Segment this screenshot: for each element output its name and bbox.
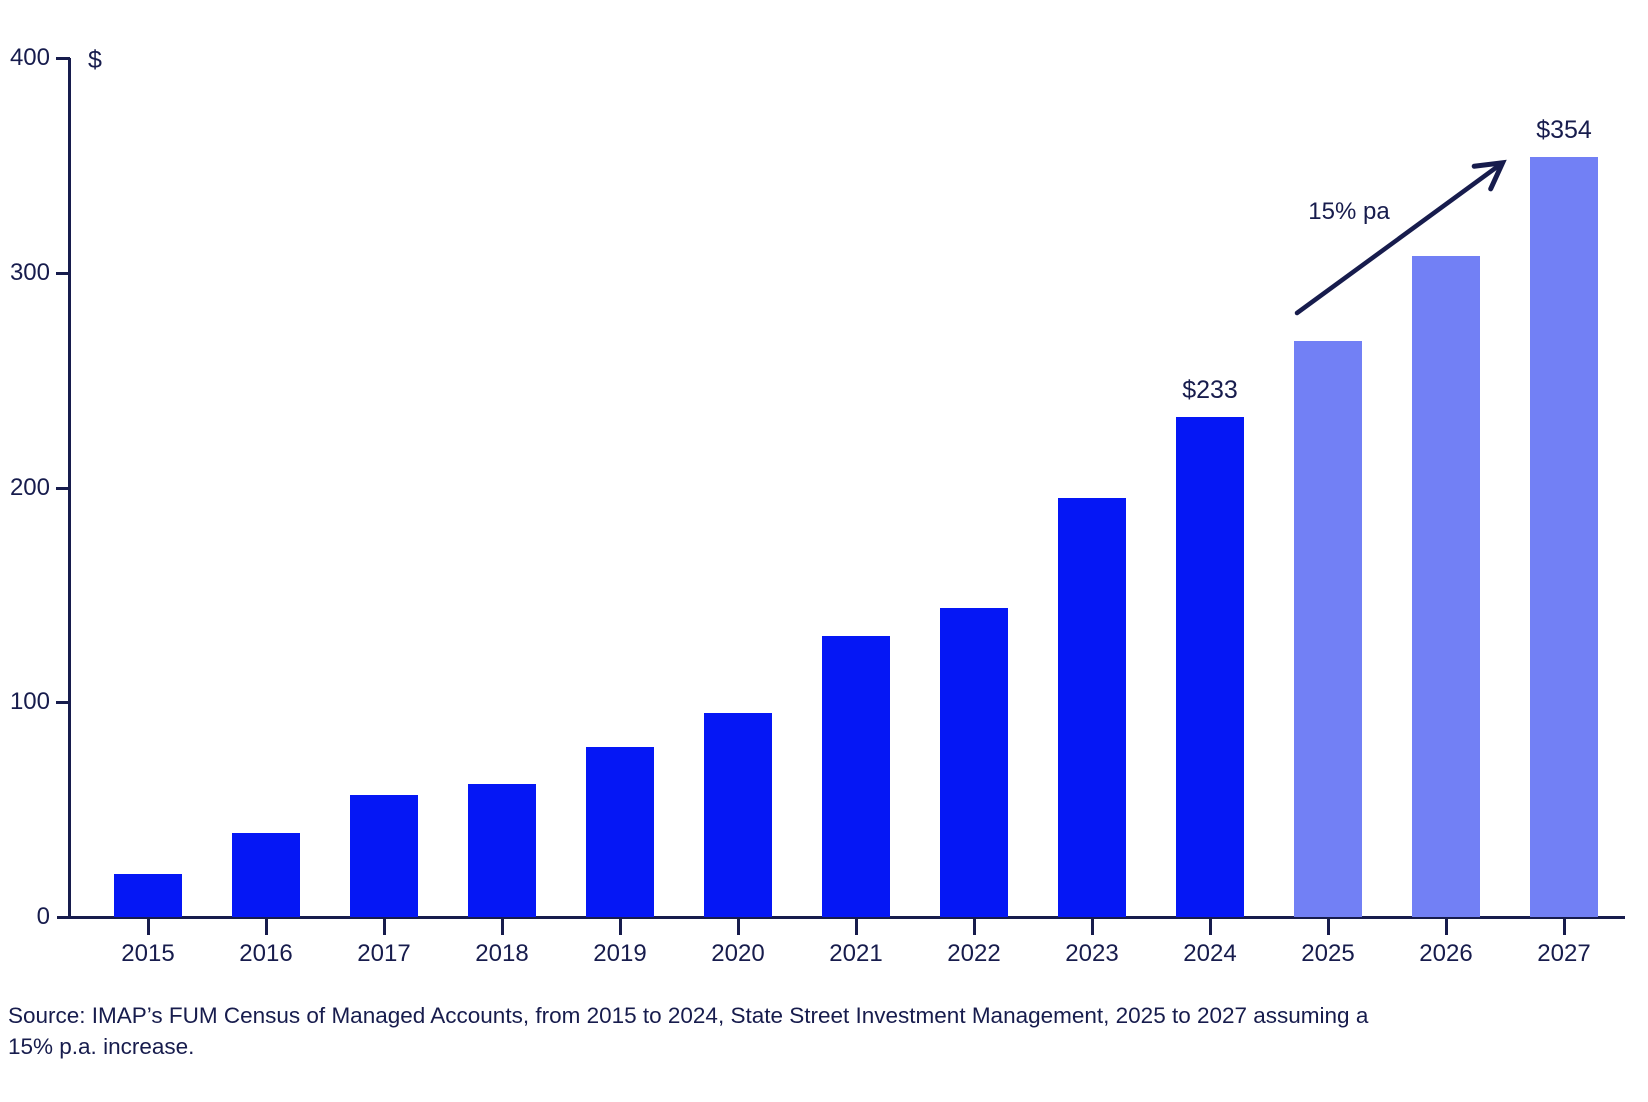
x-tick-2018: [500, 918, 504, 935]
x-tick-2024: [1208, 918, 1212, 935]
x-tick-label-2027: 2027: [1537, 940, 1591, 967]
bar-2024: [1176, 416, 1244, 917]
source-note-line2: 15% p.a. increase.: [8, 1034, 195, 1059]
growth-rate-annotation: 15% pa: [1308, 198, 1390, 225]
x-tick-label-2020: 2020: [711, 940, 765, 967]
bar-2020: [704, 712, 772, 917]
x-tick-label-2021: 2021: [829, 940, 883, 967]
x-tick-label-2019: 2019: [593, 940, 647, 967]
bar-2022: [940, 607, 1008, 917]
x-tick-2016: [264, 918, 268, 935]
x-tick-label-2026: 2026: [1419, 940, 1473, 967]
source-note-line1: Source: IMAP’s FUM Census of Managed Acc…: [8, 1003, 1369, 1028]
x-tick-2019: [618, 918, 622, 935]
x-tick-2027: [1562, 918, 1566, 935]
bar-2015: [114, 874, 182, 917]
value-label-2027: $354: [1536, 115, 1592, 144]
x-tick-2023: [1090, 918, 1094, 935]
bar-2023: [1058, 498, 1126, 917]
x-tick-label-2015: 2015: [121, 940, 175, 967]
x-tick-2022: [972, 918, 976, 935]
y-tick-label-0: 0: [36, 903, 50, 930]
y-tick-label-300: 300: [9, 258, 50, 286]
y-tick-label-200: 200: [9, 473, 50, 501]
x-tick-label-2025: 2025: [1301, 940, 1355, 967]
x-axis-line: [57, 916, 1625, 919]
bar-2025: [1294, 341, 1362, 917]
bar-2016: [232, 833, 300, 917]
y-tick-400: [56, 57, 70, 60]
y-axis-unit-label: $: [88, 46, 102, 74]
x-tick-2021: [854, 918, 858, 935]
x-tick-2025: [1326, 918, 1330, 935]
plot-area: 0 100 200 300 400 2015 2016 2017 2018 2019 2020 202…: [9, 44, 1625, 967]
x-tick-label-2016: 2016: [239, 940, 293, 967]
x-tick-label-2017: 2017: [357, 940, 411, 967]
bar-2021: [822, 635, 890, 917]
bar-2027: [1530, 156, 1598, 917]
y-tick-label-400: 400: [9, 44, 50, 71]
x-tick-2017: [382, 918, 386, 935]
x-tick-2015: [146, 918, 150, 935]
value-label-2024: $233: [1182, 375, 1238, 404]
bar-2018: [468, 783, 536, 917]
bar-2026: [1412, 255, 1480, 917]
x-tick-label-2024: 2024: [1183, 940, 1237, 967]
source-note: Source: IMAP’s FUM Census of Managed Acc…: [8, 1000, 1568, 1062]
y-tick-200: [56, 486, 70, 490]
y-tick-100: [56, 701, 70, 705]
y-tick-300: [56, 271, 70, 275]
x-tick-label-2023: 2023: [1065, 940, 1119, 967]
x-tick-2020: [736, 918, 740, 935]
x-tick-label-2018: 2018: [475, 940, 529, 967]
y-tick-label-100: 100: [9, 688, 50, 716]
bar-2017: [350, 794, 418, 917]
bar-2019: [586, 747, 654, 917]
x-tick-2026: [1444, 918, 1448, 935]
x-tick-label-2022: 2022: [947, 940, 1001, 967]
